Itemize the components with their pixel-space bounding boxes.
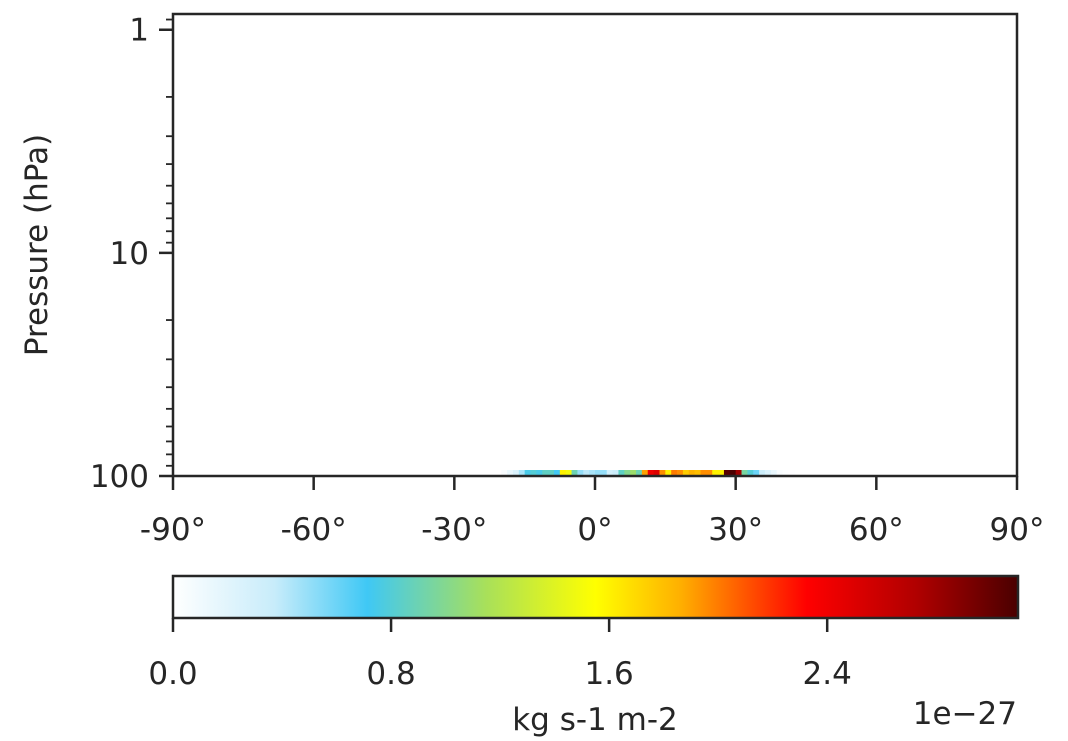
x-axis: -90° -60° -30° 0° 30° 60° 90° bbox=[140, 476, 1045, 548]
x-tick-label: 30° bbox=[708, 512, 763, 548]
x-tick-label: 0° bbox=[577, 512, 612, 548]
colorbar-tick-label: 0.0 bbox=[148, 656, 197, 692]
y-axis: 1 10 100 bbox=[90, 13, 173, 495]
heatmap-cell bbox=[524, 470, 531, 476]
y-tick-label: 10 bbox=[110, 236, 149, 272]
heatmap-cell bbox=[559, 470, 567, 476]
heatmap-cell bbox=[548, 470, 555, 476]
heatmap-cell bbox=[530, 470, 537, 476]
heatmap-cell bbox=[747, 470, 754, 476]
x-tick-label: -60° bbox=[281, 512, 347, 548]
colorbar-tick-label: 2.4 bbox=[803, 656, 852, 692]
heatmap-cell bbox=[589, 470, 596, 476]
heatmap-cell bbox=[565, 470, 572, 476]
heatmap-cell bbox=[612, 470, 619, 476]
heatmap-cell bbox=[641, 470, 649, 476]
heatmap-cell bbox=[735, 470, 742, 476]
heatmap-cell bbox=[536, 470, 543, 476]
colorbar-offset: 1e−27 bbox=[913, 696, 1017, 732]
heatmap-cell bbox=[700, 470, 707, 476]
colorbar-ticks: 0.0 0.8 1.6 2.4 bbox=[148, 618, 852, 692]
colorbar-tick-label: 0.8 bbox=[366, 656, 415, 692]
heatmap-cell bbox=[782, 470, 789, 476]
x-tick-label: 60° bbox=[849, 512, 904, 548]
heatmap-cell bbox=[606, 470, 613, 476]
colorbar-frame bbox=[171, 574, 1020, 620]
heatmap-cell bbox=[595, 470, 602, 476]
heatmap-cell bbox=[512, 470, 520, 476]
heatmap-cell bbox=[501, 470, 508, 476]
y-axis-title: Pressure (hPa) bbox=[19, 134, 55, 356]
colorbar: 0.0 0.8 1.6 2.4 kg s-1 m-2 1e−27 bbox=[148, 574, 1020, 738]
heatmap-cell bbox=[718, 470, 725, 476]
heatmap-cell bbox=[571, 470, 578, 476]
heatmap-cell bbox=[712, 470, 719, 476]
heatmap-cell bbox=[630, 470, 637, 476]
heatmap-cell bbox=[723, 470, 731, 476]
colorbar-tick-label: 1.6 bbox=[584, 656, 633, 692]
heatmap-cell bbox=[677, 470, 684, 476]
heatmap-cell bbox=[577, 470, 584, 476]
heatmap-cell bbox=[665, 470, 672, 476]
heatmap-cell bbox=[542, 470, 549, 476]
y-tick-label: 1 bbox=[129, 13, 149, 49]
heatmap-cell bbox=[553, 470, 561, 476]
plot-frame bbox=[171, 12, 1019, 478]
heatmap-cell bbox=[636, 470, 643, 476]
heatmap-cells bbox=[501, 470, 795, 476]
heatmap-cell bbox=[653, 470, 660, 476]
heatmap-cell bbox=[694, 470, 701, 476]
heatmap-cell bbox=[688, 470, 696, 476]
heatmap-cell bbox=[507, 470, 514, 476]
heatmap-cell bbox=[788, 470, 795, 476]
heatmap-cell bbox=[600, 470, 608, 476]
heatmap-cell bbox=[729, 470, 737, 476]
heatmap-cell bbox=[706, 470, 713, 476]
x-tick-label: 90° bbox=[990, 512, 1045, 548]
heatmap-cell bbox=[759, 470, 766, 476]
heatmap-cell bbox=[583, 470, 590, 476]
heatmap-cell bbox=[741, 470, 748, 476]
heatmap-cell bbox=[753, 470, 760, 476]
heatmap-cell bbox=[671, 470, 678, 476]
heatmap-cell bbox=[764, 470, 772, 476]
heatmap-cell bbox=[682, 470, 690, 476]
colorbar-fill bbox=[173, 576, 1018, 618]
heatmap-cell bbox=[618, 470, 625, 476]
heatmap-cell bbox=[776, 470, 783, 476]
x-tick-label: -90° bbox=[140, 512, 206, 548]
heatmap-cell bbox=[624, 470, 631, 476]
x-tick-label: -30° bbox=[421, 512, 487, 548]
heatmap-cell bbox=[659, 470, 666, 476]
colorbar-label: kg s-1 m-2 bbox=[512, 702, 678, 738]
y-tick-label: 100 bbox=[90, 459, 149, 495]
heatmap-cell bbox=[647, 470, 655, 476]
heatmap-cell bbox=[518, 470, 526, 476]
heatmap-cell bbox=[770, 470, 778, 476]
